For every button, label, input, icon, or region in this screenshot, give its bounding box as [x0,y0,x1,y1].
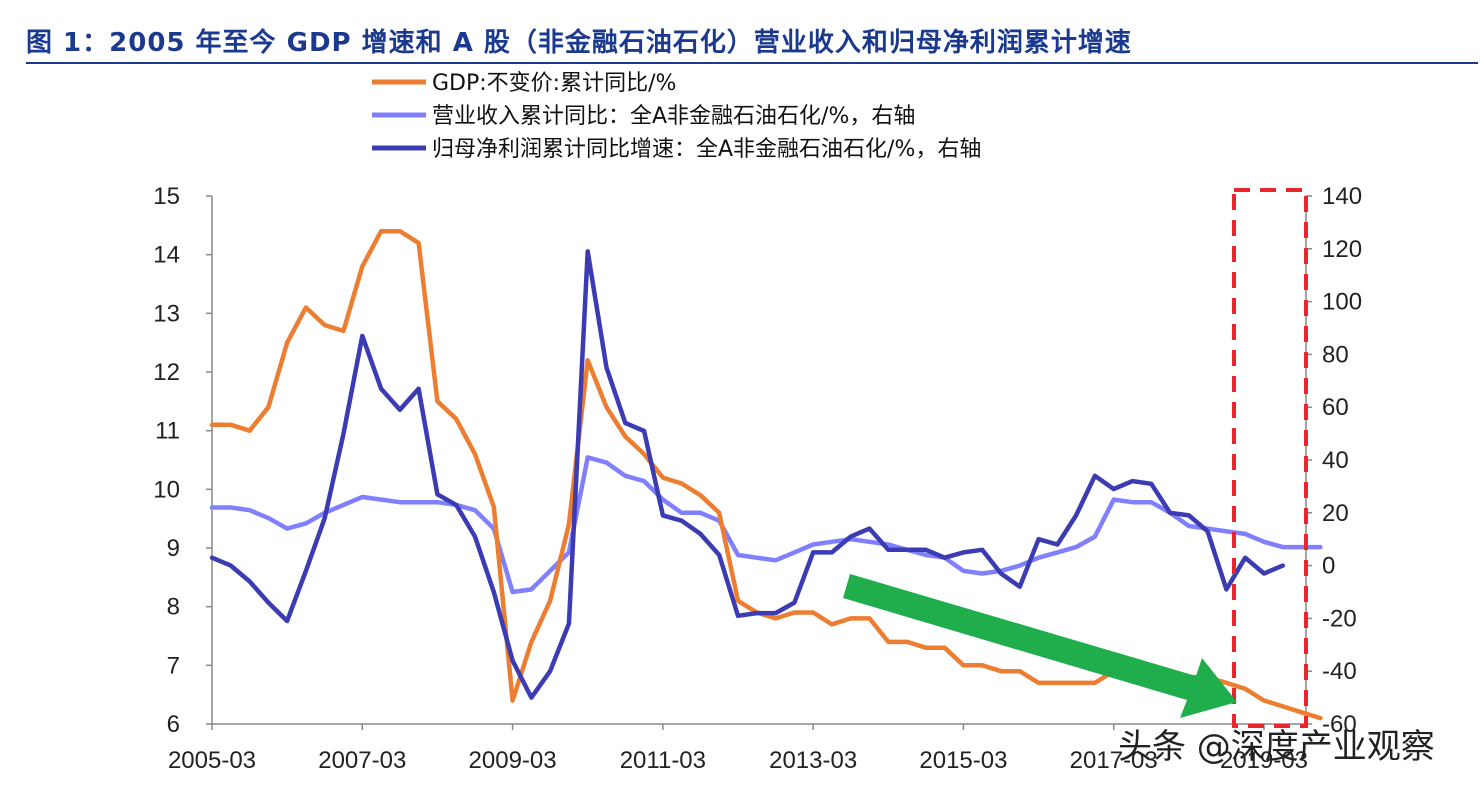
x-tick-label: 2017-03 [1070,747,1158,774]
left-tick-label: 14 [153,242,180,269]
axes: 6 7 8 9 10 11 12 13 14 15 -60 -40 -20 0 20 40 60 80 100 120… [153,183,1362,774]
left-tick-label: 13 [153,300,180,327]
right-tick-label: -20 [1322,605,1357,632]
right-tick-label: 40 [1322,447,1349,474]
figure-title: 图 1：2005 年至今 GDP 增速和 A 股（非金融石油石化）营业收入和归母… [26,28,1132,58]
legend-label-0: GDP:不变价:累计同比/% [432,71,676,96]
x-tick-label: 2013-03 [769,747,857,774]
annotations [843,188,1308,728]
left-tick-label: 8 [167,594,180,621]
highlight-box [1232,188,1308,728]
right-tick-label: 80 [1322,341,1349,368]
left-tick-label: 11 [155,418,180,445]
x-tick-label: 2007-03 [318,747,406,774]
right-tick-label: 0 [1322,553,1335,580]
legend: GDP:不变价:累计同比/% 营业收入累计同比：全A非金融石油石化/%，右轴归母净… [372,71,981,162]
x-tick-label: 2019-03 [1220,747,1308,774]
series-line-2 [209,249,1286,700]
x-tick-label: 2005-03 [168,747,256,774]
left-tick-label: 12 [153,359,180,386]
x-tick-label: 2015-03 [919,747,1007,774]
trend-arrow [843,574,1237,718]
right-tick-label: 60 [1322,394,1349,421]
title-rule [26,62,1478,64]
series-line-0 [209,228,1323,721]
legend-label-1: 营业收入累计同比：全A非金融石油石化/%，右轴 [432,104,915,129]
watermark: 头条 @深度产业观察 [1118,727,1435,767]
left-tick-label: 10 [153,476,180,503]
right-tick-label: 140 [1322,183,1362,210]
right-tick-label: 120 [1322,236,1362,263]
series-line-1 [209,455,1323,595]
right-tick-label: 20 [1322,500,1349,527]
right-tick-label: 100 [1322,289,1362,316]
left-tick-label: 6 [167,711,180,738]
x-tick-label: 2011-03 [620,747,706,774]
right-tick-label: -40 [1322,658,1357,685]
left-tick-label: 7 [167,652,180,679]
series-lines [209,228,1323,721]
x-tick-label: 2009-03 [469,747,557,774]
left-tick-label: 15 [153,183,180,210]
left-tick-label: 9 [167,535,180,562]
legend-label-2: 归母净利润累计同比增速：全A非金融石油石化/%，右轴 [432,137,981,162]
right-tick-label: -60 [1322,711,1357,738]
